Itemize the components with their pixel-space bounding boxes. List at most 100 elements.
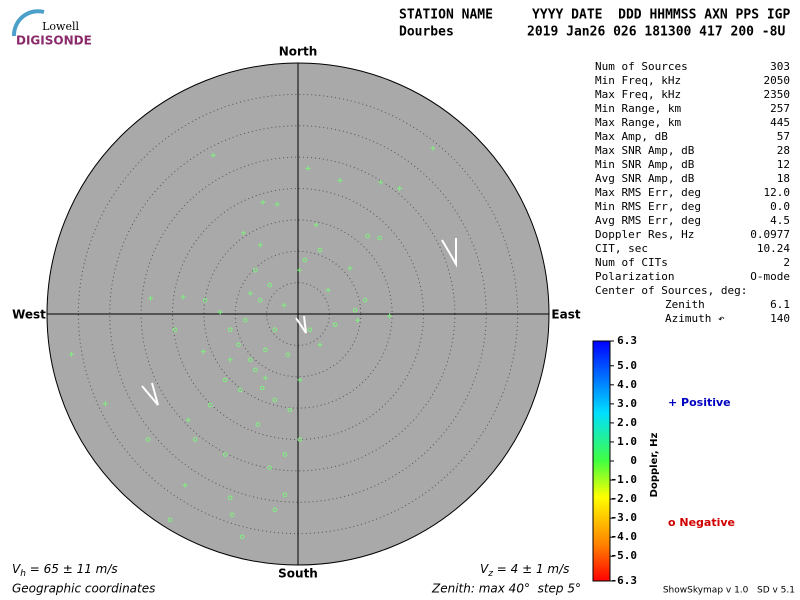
stat-label: Min RMS Err, deg — [595, 200, 701, 213]
negative-source — [222, 452, 228, 457]
positive-source — [378, 179, 384, 185]
positive-source — [257, 242, 263, 248]
stat-label: Polarization — [595, 270, 674, 283]
positive-source — [260, 199, 266, 205]
negative-source — [258, 297, 263, 303]
stat-value: 0.0977 — [750, 228, 790, 241]
compass-west: West — [12, 308, 46, 322]
stat-label: Num of CITs — [595, 256, 668, 269]
positive-source — [337, 177, 343, 183]
colorbar-tick-label: 4.0 — [617, 378, 637, 391]
negative-source — [227, 327, 233, 332]
positive-source — [281, 302, 287, 308]
negative-source — [282, 492, 288, 498]
stat-value: 445 — [770, 116, 790, 129]
positive-source — [297, 377, 303, 383]
stat-value: 2 — [783, 256, 790, 269]
positive-source — [180, 294, 186, 300]
negative-source — [377, 235, 382, 241]
stat-label: Min SNR Amp, dB — [595, 158, 695, 171]
negative-source — [263, 347, 268, 353]
negative-source — [272, 507, 278, 513]
stat-value: 4.5 — [770, 214, 790, 227]
negative-source — [282, 452, 288, 457]
negative-source — [248, 357, 253, 363]
header-line2: 2019 Jan26 026 181300 417 200 -8U — [527, 25, 785, 40]
rest: = 65 ± 11 m/s — [26, 562, 118, 576]
stat-value: 12 — [777, 158, 790, 171]
negative-source — [227, 495, 233, 501]
positive-source — [200, 349, 206, 355]
negative-source — [272, 397, 278, 403]
compass-north: North — [279, 45, 317, 59]
positive-source — [217, 309, 223, 315]
stat-label: Max Amp, dB — [595, 130, 668, 143]
negative-source — [167, 517, 173, 523]
negative-source — [332, 322, 338, 327]
stat-label: Max Range, km — [595, 116, 681, 129]
positive-source — [305, 165, 311, 171]
colorbar-tick-label: 2.0 — [617, 416, 637, 429]
negative-source — [267, 465, 273, 471]
stat-label: Max Freq, kHz — [595, 88, 681, 101]
negative-source — [253, 267, 258, 273]
negative-source — [287, 407, 293, 413]
colorbar-tick-label: -6.3 — [611, 574, 638, 587]
stat-value: 303 — [770, 60, 790, 73]
positive-source — [274, 201, 280, 207]
legend-negative: o Negative — [668, 516, 735, 529]
colorbar-title: Doppler, Hz — [649, 433, 660, 498]
negative-source — [145, 437, 151, 442]
logo-top: Lowell — [42, 20, 79, 33]
positive-source — [102, 401, 108, 407]
positive-source — [247, 290, 253, 296]
stat-label: Num of Sources — [595, 60, 688, 73]
compass-east: East — [551, 308, 580, 322]
positive-source — [148, 295, 154, 301]
stat-value: 2050 — [764, 74, 791, 87]
negative-source — [239, 534, 245, 540]
positive-source — [182, 482, 188, 488]
stat-label: Min Range, km — [595, 102, 681, 115]
stat-value: 10.24 — [757, 242, 790, 255]
positive-source — [347, 265, 353, 271]
positive-source — [313, 222, 319, 228]
positive-source — [387, 313, 393, 319]
positive-source — [296, 267, 302, 273]
stat-value: 12.0 — [764, 186, 791, 199]
rest: = 4 ± 1 m/s — [493, 562, 569, 576]
negative-source — [242, 317, 248, 323]
stat-value: 2350 — [764, 88, 791, 101]
positive-source — [227, 357, 233, 363]
positive-source — [68, 351, 74, 357]
negative-source — [222, 377, 228, 383]
negative-source — [297, 437, 303, 442]
legend-symbol: o — [668, 516, 679, 529]
negative-source — [352, 307, 358, 313]
stat-value: 18 — [777, 172, 790, 185]
negative-source — [307, 327, 313, 332]
negative-source — [272, 327, 278, 332]
legend-text: Positive — [681, 396, 731, 409]
direction-markers — [141, 238, 457, 406]
negative-source — [192, 437, 198, 442]
positive-source — [325, 287, 331, 293]
legend-text: Negative — [679, 516, 735, 529]
header-station: Dourbes — [399, 25, 454, 40]
stat-value: O-mode — [750, 270, 790, 283]
negative-source — [285, 352, 291, 358]
vh-label: Vh = 65 ± 11 m/s — [12, 562, 118, 579]
colorbar — [592, 340, 611, 582]
negative-source — [267, 282, 273, 288]
positive-source — [210, 152, 216, 158]
positive-source — [317, 342, 323, 348]
coords-label: Geographic coordinates — [12, 582, 155, 596]
stat-label: Max RMS Err, deg — [595, 186, 701, 199]
negative-source — [253, 367, 258, 373]
v: V — [480, 562, 489, 576]
legend-symbol: + — [668, 396, 681, 409]
stat-label: Avg RMS Err, deg — [595, 214, 701, 227]
center-title: Center of Sources, deg: — [595, 284, 747, 297]
positive-source — [355, 317, 361, 323]
